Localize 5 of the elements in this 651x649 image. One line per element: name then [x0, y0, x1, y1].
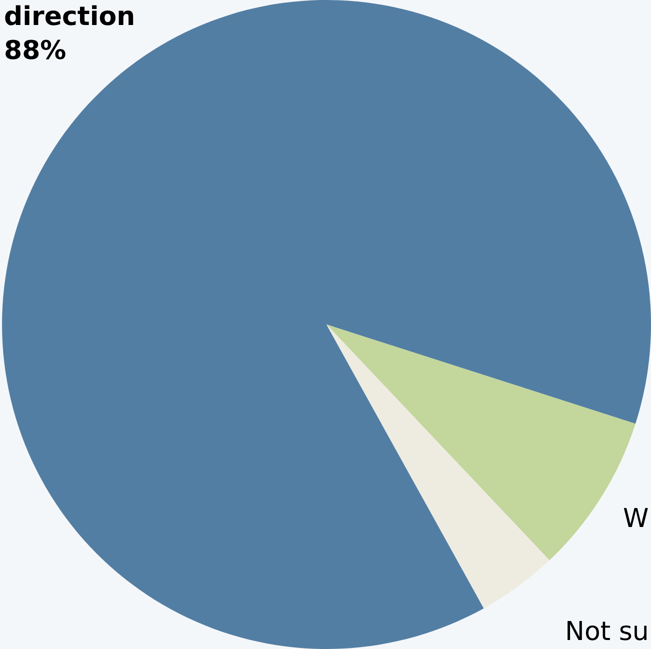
pie-slice — [326, 324, 550, 608]
slice-label: W — [623, 504, 649, 534]
slice-label: direction — [4, 2, 136, 32]
data-label: 88% — [4, 36, 66, 66]
slice-label: Not su — [565, 617, 649, 647]
